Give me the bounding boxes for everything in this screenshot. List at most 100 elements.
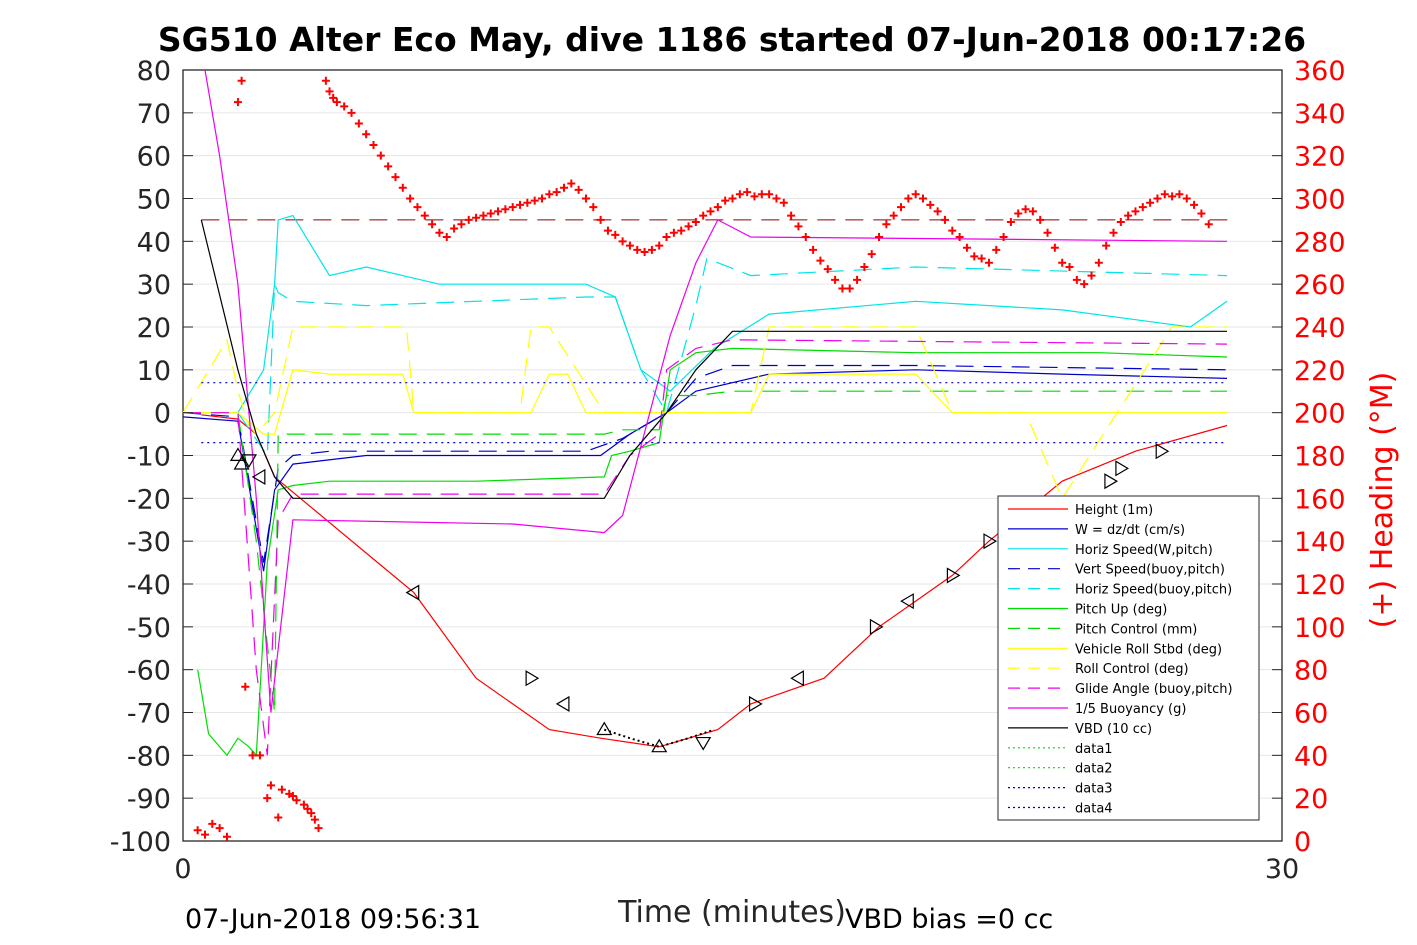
right-tick-label-13: 100 (1294, 613, 1346, 644)
series-lines (182, 69, 1228, 757)
heading-point-49 (508, 203, 517, 212)
triangle-marker-3 (251, 468, 266, 485)
triangle-marker-17 (1115, 460, 1129, 477)
heading-point-115 (992, 245, 1001, 254)
legend-label-15: data4 (1075, 802, 1113, 817)
heading-point-122 (1043, 228, 1052, 237)
heading-point-5 (233, 98, 242, 107)
legend-label-11: VBD (10 cc) (1075, 722, 1152, 737)
heading-point-30 (369, 140, 378, 149)
heading-point-118 (1014, 209, 1023, 218)
heading-point-110 (955, 233, 964, 242)
heading-points (194, 77, 1213, 841)
left-tick-label-7: 10 (137, 356, 171, 387)
left-tick-label-14: -60 (127, 656, 171, 687)
heading-point-73 (684, 222, 693, 231)
heading-point-19 (307, 809, 316, 818)
heading-point-129 (1094, 258, 1103, 267)
left-tick-label-12: -40 (127, 570, 171, 601)
heading-point-83 (757, 190, 766, 199)
series-line-1 (182, 369, 1228, 572)
left-tick-label-18: -100 (110, 827, 171, 858)
heading-point-97 (860, 263, 869, 272)
heading-point-62 (603, 226, 612, 235)
right-tick-label-2: 320 (1294, 142, 1346, 173)
left-tick-label-3: 50 (137, 185, 171, 216)
triangle-marker-5 (525, 670, 540, 687)
segment-markers (229, 443, 1170, 753)
series-line-0 (201, 414, 1228, 748)
heading-point-93 (831, 275, 840, 284)
heading-point-114 (984, 258, 993, 267)
legend-label-9: Glide Angle (buoy,pitch) (1075, 682, 1233, 697)
right-tick-label-5: 260 (1294, 270, 1346, 301)
heading-point-4 (222, 832, 231, 841)
legend-label-3: Vert Speed(buoy,pitch) (1075, 563, 1225, 578)
legend-label-10: 1/5 Buoyancy (g) (1075, 702, 1186, 717)
right-tick-label-7: 220 (1294, 356, 1346, 387)
heading-point-107 (933, 207, 942, 216)
heading-point-77 (713, 203, 722, 212)
heading-point-104 (911, 190, 920, 199)
legend-label-7: Vehicle Roll Stbd (deg) (1075, 642, 1222, 657)
right-tick-label-16: 40 (1294, 741, 1328, 772)
heading-point-41 (450, 224, 459, 233)
x-tick-label-0: 0 (174, 854, 191, 885)
heading-point-10 (263, 794, 272, 803)
legend-label-13: data2 (1075, 762, 1113, 777)
heading-point-35 (406, 194, 415, 203)
left-tick-label-13: -50 (127, 613, 171, 644)
triangle-marker-13 (900, 593, 914, 610)
left-tick-label-5: 30 (137, 270, 171, 301)
heading-point-64 (618, 237, 627, 246)
footer-timestamp: 07-Jun-2018 09:56:31 (185, 904, 481, 935)
heading-point-113 (977, 254, 986, 263)
left-axis: 80 70 60 50 40 30 20 10 0 -10 -20 -30 -40 -50 -60 -70 -8… (110, 56, 193, 858)
heading-point-26 (340, 102, 349, 111)
series-line-9 (183, 339, 1228, 756)
heading-point-61 (596, 215, 605, 224)
heading-point-105 (918, 194, 927, 203)
heading-point-125 (1065, 263, 1074, 272)
heading-point-124 (1058, 258, 1067, 267)
heading-point-135 (1138, 203, 1147, 212)
heading-point-68 (647, 245, 656, 254)
series-line-6 (183, 390, 1227, 713)
heading-point-36 (413, 203, 422, 212)
x-axis: 0 30 (174, 831, 1299, 885)
heading-point-56 (559, 183, 568, 192)
legend-label-4: Horiz Speed(buoy,pitch) (1075, 583, 1232, 598)
triangle-marker-14 (946, 567, 961, 584)
heading-point-71 (669, 228, 678, 237)
heading-point-25 (332, 98, 341, 107)
heading-point-96 (853, 275, 862, 284)
heading-point-101 (889, 211, 898, 220)
x-axis-label: Time (minutes) (617, 895, 846, 930)
heading-point-92 (823, 265, 832, 274)
right-tick-label-1: 340 (1294, 99, 1346, 130)
heading-point-33 (391, 173, 400, 182)
chart-title: SG510 Alter Eco May, dive 1186 started 0… (158, 20, 1306, 59)
legend-label-2: Horiz Speed(W,pitch) (1075, 543, 1213, 558)
heading-point-81 (743, 188, 752, 197)
heading-point-0 (193, 826, 202, 835)
heading-point-84 (765, 190, 774, 199)
legend-label-12: data1 (1075, 742, 1113, 757)
heading-point-117 (1006, 218, 1015, 227)
heading-point-137 (1153, 194, 1162, 203)
heading-point-39 (435, 228, 444, 237)
heading-point-15 (288, 792, 297, 801)
series-line-5 (197, 347, 1228, 757)
legend-label-14: data3 (1075, 782, 1113, 797)
heading-point-74 (691, 218, 700, 227)
heading-point-54 (545, 190, 554, 199)
heading-point-80 (735, 190, 744, 199)
heading-point-65 (625, 241, 634, 250)
heading-point-89 (801, 233, 810, 242)
heading-point-136 (1146, 198, 1155, 207)
heading-point-72 (677, 226, 686, 235)
legend-label-8: Roll Control (deg) (1075, 662, 1189, 677)
heading-point-88 (794, 222, 803, 231)
heading-point-6 (237, 76, 246, 85)
heading-point-91 (816, 256, 825, 265)
